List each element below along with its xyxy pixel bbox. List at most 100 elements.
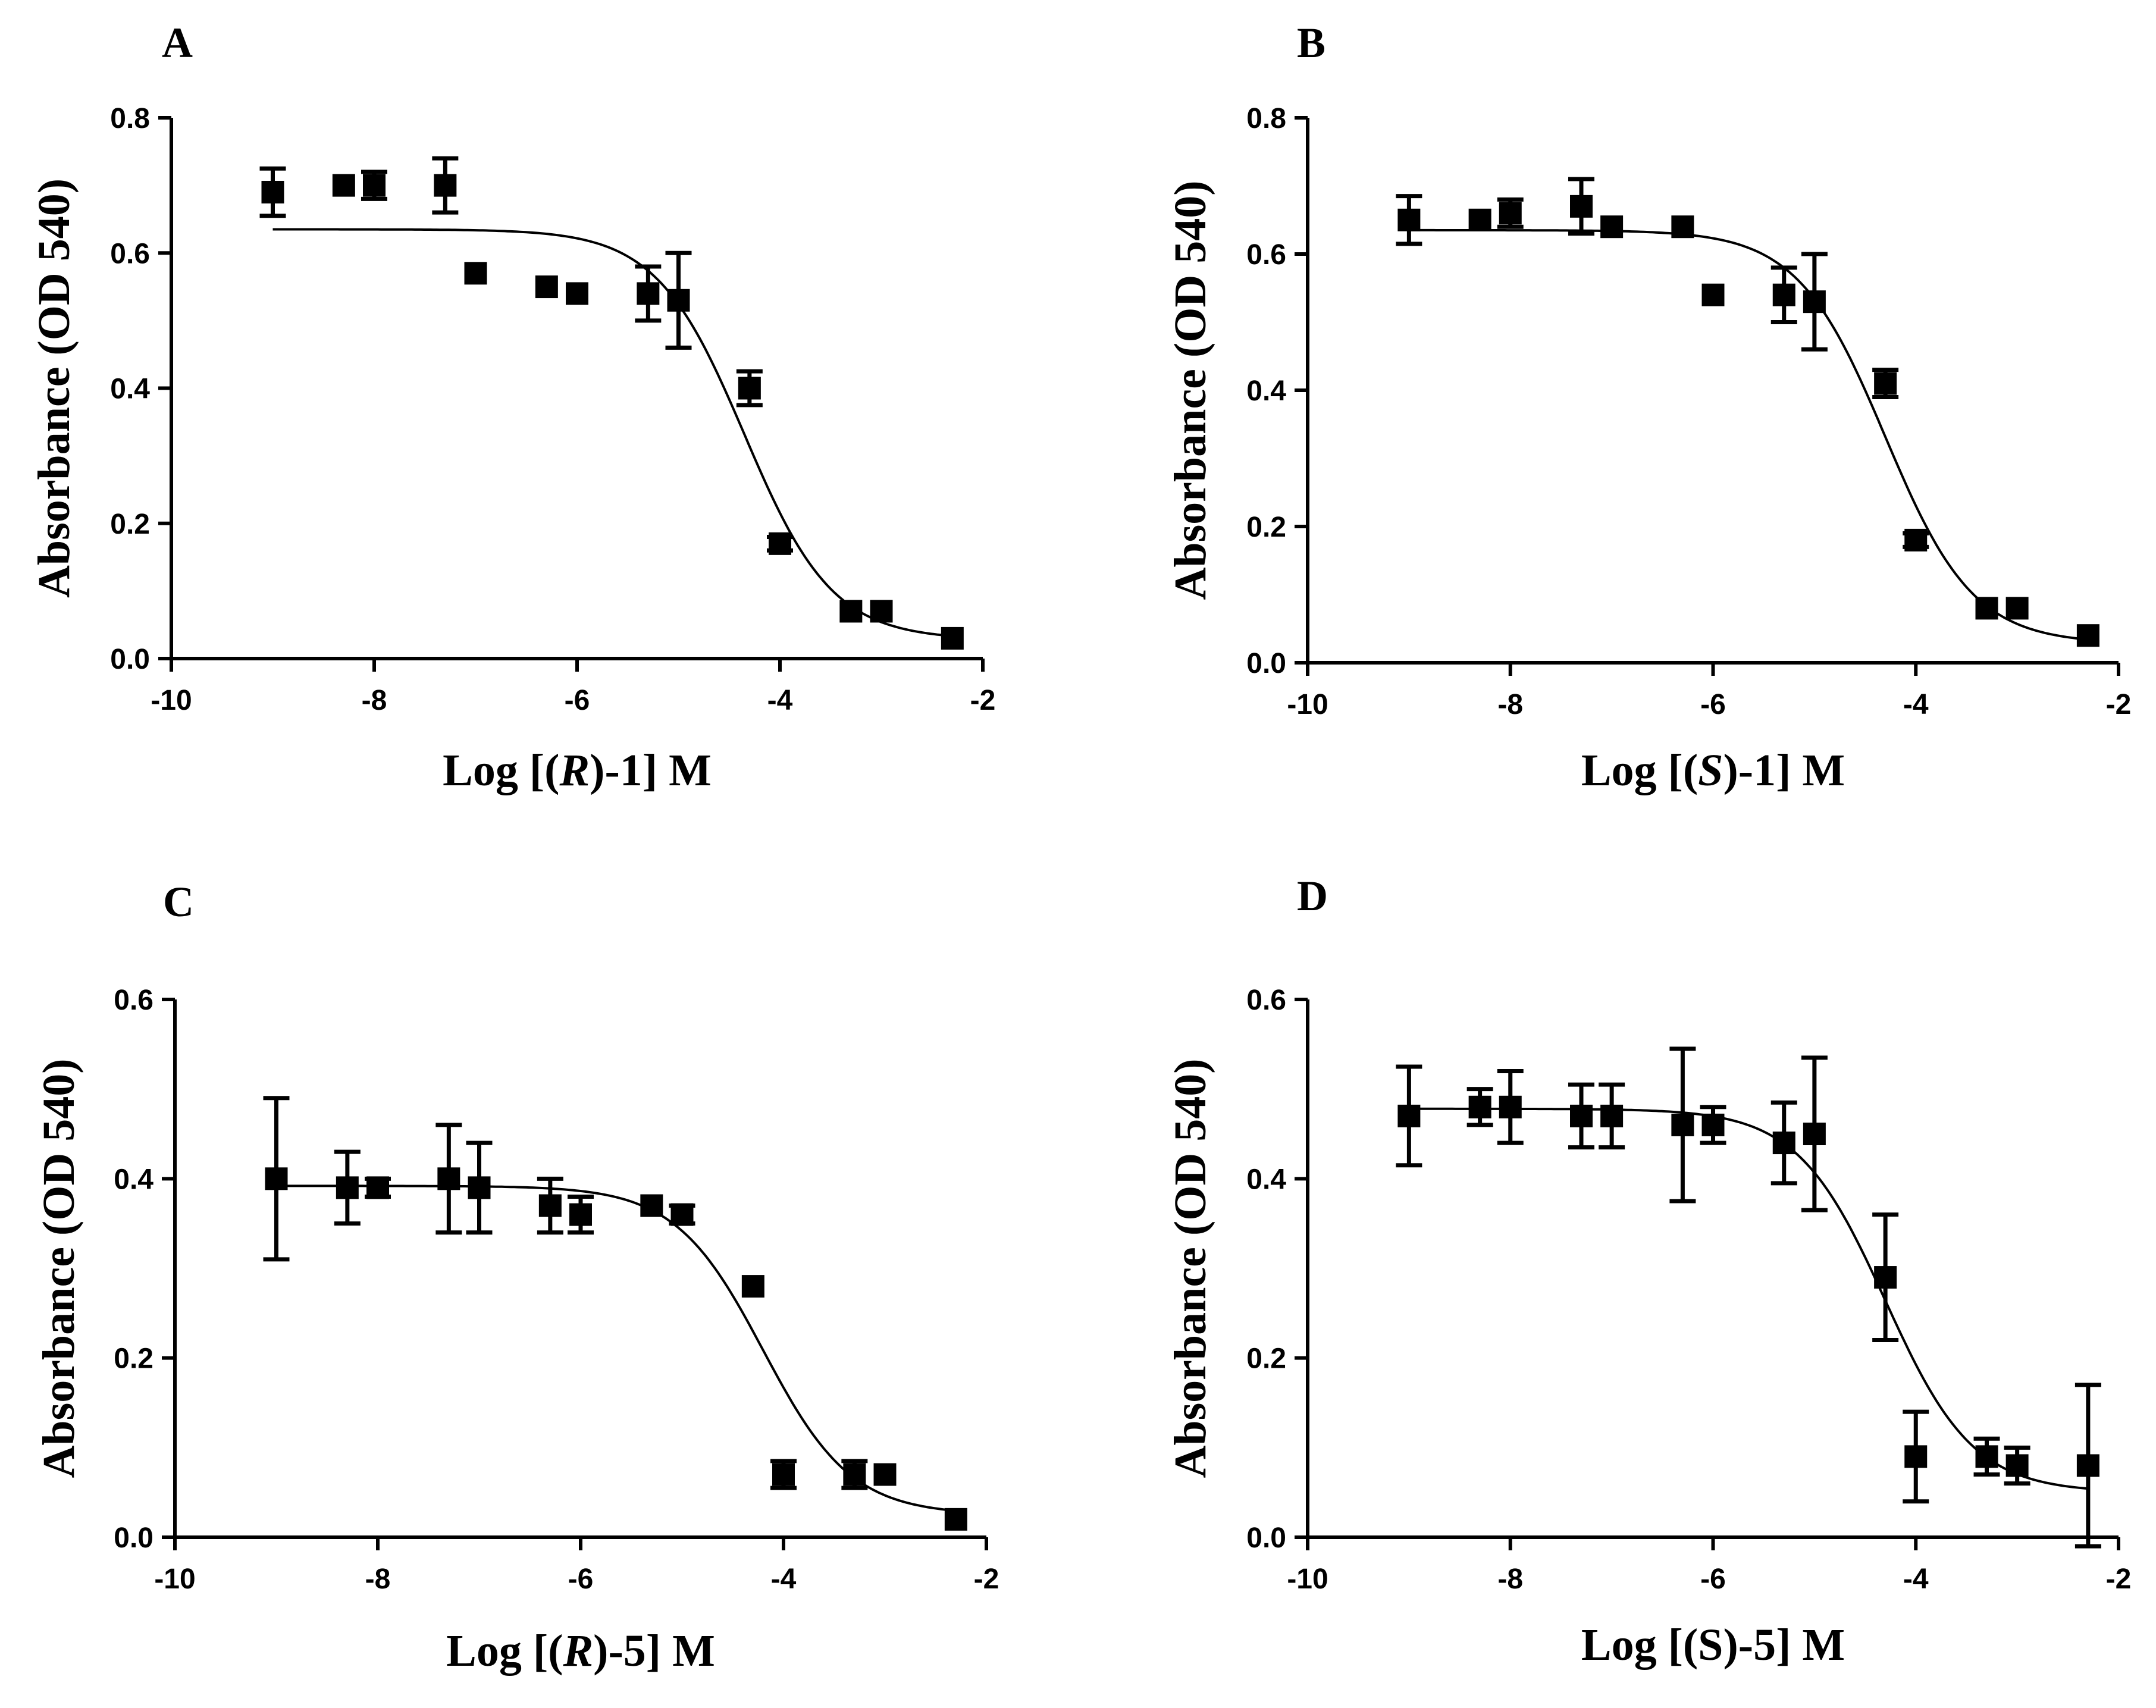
data-point (667, 289, 690, 312)
panel-c: C 0.0 0.2 0.4 0.6 -10 -8 -6 -4 -2 Log [(R)-5] M Abs… (34, 878, 999, 1676)
data-point (468, 1176, 491, 1199)
y-axis-title: Absorbance (OD 540) (1165, 1058, 1215, 1478)
x-tick-label: -6 (1700, 1563, 1726, 1595)
data-point (873, 1463, 897, 1486)
data-point (1397, 208, 1421, 231)
data-point (1701, 283, 1725, 306)
data-point (535, 275, 558, 299)
y-tick-label: 0.6 (1246, 985, 1286, 1016)
data-point (769, 532, 791, 555)
fit-curve (1409, 1107, 2089, 1490)
data-point (2005, 597, 2029, 620)
x-tick-label: -6 (1700, 689, 1726, 720)
x-tick-label: -10 (151, 685, 192, 716)
y-axis-title: Absorbance (OD 540) (1165, 180, 1215, 600)
y-tick-label: 0.0 (1246, 1522, 1286, 1554)
data-point (772, 1463, 795, 1486)
data-point (1600, 1104, 1624, 1127)
panel-letter: D (1297, 872, 1328, 920)
data-point (741, 1275, 764, 1298)
data-point (2005, 1454, 2029, 1477)
x-tick-label: -10 (1287, 689, 1328, 720)
y-tick-label: 0.8 (1246, 103, 1286, 134)
y-tick-label: 0.0 (114, 1522, 153, 1554)
y-tick-label: 0.2 (114, 1343, 153, 1375)
data-point (738, 377, 761, 400)
x-tick-label: -10 (154, 1563, 195, 1595)
y-tick-label: 0.2 (110, 509, 150, 540)
y-tick-label: 0.6 (110, 238, 150, 269)
x-tick-label: -8 (1497, 689, 1523, 720)
y-tick-label: 0.4 (1246, 1164, 1286, 1195)
data-point (261, 180, 284, 203)
x-tick-label: -6 (565, 685, 590, 716)
y-axis-title: Absorbance (OD 540) (34, 1058, 84, 1478)
data-point (1701, 1113, 1725, 1136)
data-point (843, 1463, 866, 1486)
y-tick-label: 0.0 (1246, 648, 1286, 679)
y-tick-label: 0.4 (1246, 375, 1286, 407)
data-point (569, 1203, 592, 1226)
panel-d: D 0.0 0.2 0.4 0.6 -10 -8 -6 -4 -2 Log [(S)-5] M Abs… (1165, 872, 2131, 1670)
panel-letter: A (162, 19, 193, 67)
data-point (1975, 597, 1998, 620)
x-axis-title: Log [(S)-1] M (1581, 745, 1845, 795)
x-tick-label: -4 (1903, 1563, 1929, 1595)
data-point (1671, 1113, 1694, 1136)
data-point (1570, 195, 1593, 218)
data-point (944, 1508, 967, 1531)
panel-letter: C (163, 878, 194, 926)
data-point (332, 174, 355, 197)
x-tick-label: -6 (568, 1563, 594, 1595)
data-point (1874, 1266, 1897, 1289)
data-point (1772, 283, 1795, 306)
data-point (640, 1194, 663, 1217)
data-point (1570, 1104, 1593, 1127)
panel-letter: B (1297, 19, 1325, 67)
data-point (1499, 202, 1522, 225)
y-tick-label: 0.0 (110, 644, 150, 675)
x-tick-label: -8 (1497, 1563, 1523, 1595)
data-point (1600, 215, 1624, 239)
data-point (2076, 624, 2099, 647)
fit-curve (276, 1184, 957, 1512)
data-point (437, 1167, 460, 1190)
x-tick-label: -4 (1903, 689, 1929, 720)
data-point (366, 1176, 389, 1199)
data-point (336, 1176, 359, 1199)
panel-b: B 0.0 0.2 0.4 0.6 0.8 -10 -8 -6 -4 -2 Log [(S)-1] M… (1165, 19, 2131, 795)
y-tick-label: 0.6 (1246, 239, 1286, 271)
y-tick-label: 0.2 (1246, 1343, 1286, 1375)
data-point (637, 282, 660, 305)
data-point (1874, 372, 1897, 395)
data-point (1499, 1095, 1522, 1118)
data-point (1904, 528, 1928, 551)
x-tick-label: -10 (1287, 1563, 1328, 1595)
data-point (464, 262, 487, 285)
fit-curve (272, 228, 953, 638)
data-point (670, 1203, 694, 1226)
x-tick-label: -2 (2106, 689, 2132, 720)
x-tick-label: -8 (365, 1563, 391, 1595)
x-tick-label: -2 (974, 1563, 999, 1595)
panel-a: A 0.0 0.2 0.4 0.6 0.8 -10 -8 -6 -4 -2 Log [(R)-1] M… (29, 19, 995, 795)
x-tick-label: -2 (970, 685, 996, 716)
fit-curve (1409, 228, 2089, 641)
data-point (2076, 1454, 2099, 1477)
data-point (265, 1167, 288, 1190)
data-point (538, 1194, 562, 1217)
data-point (1468, 1095, 1491, 1118)
y-tick-label: 0.4 (110, 374, 150, 405)
data-point (1904, 1445, 1928, 1468)
x-tick-label: -2 (2106, 1563, 2132, 1595)
data-point (1671, 215, 1694, 239)
data-point (839, 600, 863, 623)
data-point (1772, 1132, 1795, 1155)
x-tick-label: -8 (362, 685, 387, 716)
y-tick-label: 0.8 (110, 103, 150, 134)
data-point (434, 174, 457, 197)
y-tick-label: 0.6 (114, 985, 153, 1016)
data-point (941, 626, 964, 650)
data-point (566, 282, 588, 305)
